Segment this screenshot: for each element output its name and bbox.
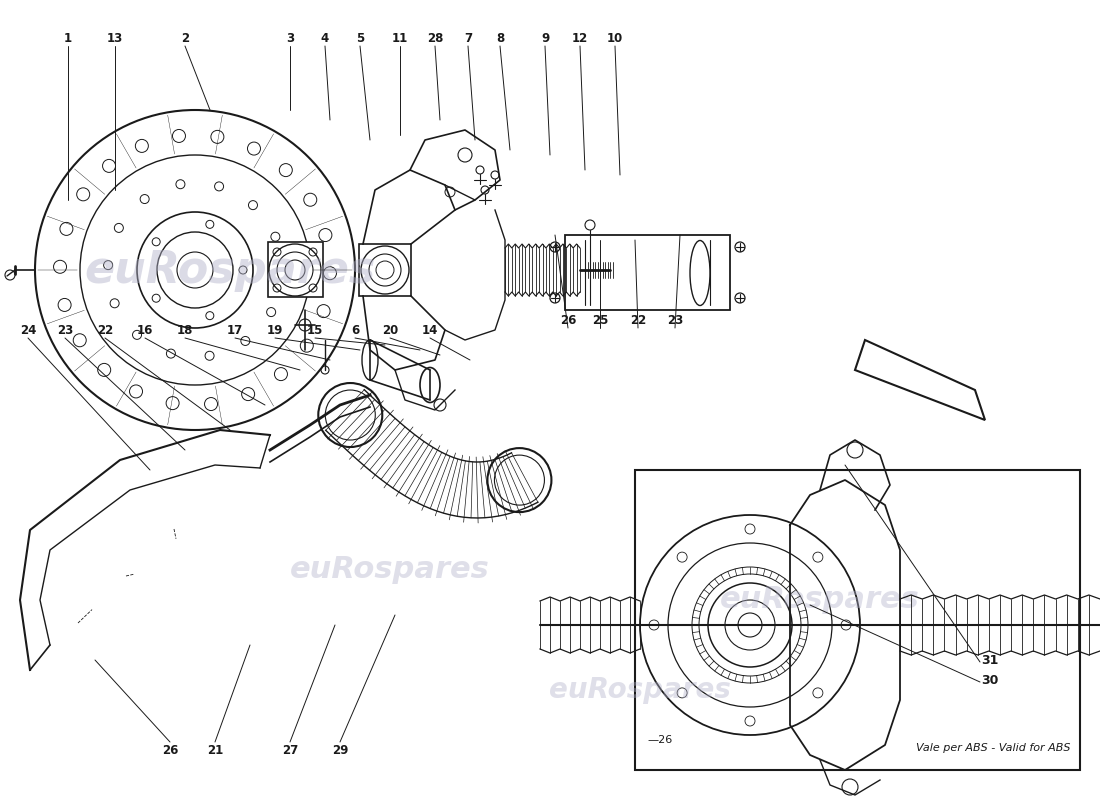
Text: 22: 22 [630,314,646,326]
Circle shape [368,254,402,286]
Text: 27: 27 [282,743,298,757]
Text: 21: 21 [207,743,223,757]
Circle shape [270,244,321,296]
Text: euRospares: euRospares [549,676,730,704]
Text: 19: 19 [267,323,283,337]
Text: 20: 20 [382,323,398,337]
Text: 16: 16 [136,323,153,337]
Text: 13: 13 [107,31,123,45]
Text: 29: 29 [332,743,349,757]
Text: 24: 24 [20,323,36,337]
Text: 18: 18 [177,323,194,337]
Text: 23: 23 [57,323,73,337]
Text: euRospares: euRospares [720,586,920,614]
Text: 1: 1 [64,31,73,45]
Text: 26: 26 [560,314,576,326]
Text: 9: 9 [541,31,549,45]
Text: 12: 12 [572,31,588,45]
Ellipse shape [690,241,710,306]
Text: euRospares: euRospares [85,249,376,291]
Text: 7: 7 [464,31,472,45]
Text: 8: 8 [496,31,504,45]
Circle shape [330,395,360,425]
Text: 4: 4 [321,31,329,45]
Text: 6: 6 [351,323,359,337]
Bar [635,470,1080,770]
Text: Vale per ABS - Valid for ABS: Vale per ABS - Valid for ABS [915,743,1070,753]
Circle shape [487,448,551,512]
Text: 22: 22 [97,323,113,337]
Text: 10: 10 [607,31,623,45]
Ellipse shape [420,367,440,402]
Text: 25: 25 [592,314,608,326]
Text: 2: 2 [180,31,189,45]
Polygon shape [855,340,984,420]
Circle shape [361,246,409,294]
Text: 14: 14 [421,323,438,337]
Text: 23: 23 [667,314,683,326]
Text: 26: 26 [162,743,178,757]
Ellipse shape [362,340,378,380]
Text: 11: 11 [392,31,408,45]
Circle shape [318,383,383,447]
Text: 17: 17 [227,323,243,337]
Text: 15: 15 [307,323,323,337]
Text: 5: 5 [356,31,364,45]
Text: 30: 30 [981,674,999,686]
Bar [359,244,411,296]
Text: 28: 28 [427,31,443,45]
Text: 3: 3 [286,31,294,45]
Text: 31: 31 [981,654,999,666]
Text: —26: —26 [648,735,672,745]
Bar [268,242,323,297]
Text: euRospares: euRospares [290,555,490,585]
Bar [565,235,730,310]
